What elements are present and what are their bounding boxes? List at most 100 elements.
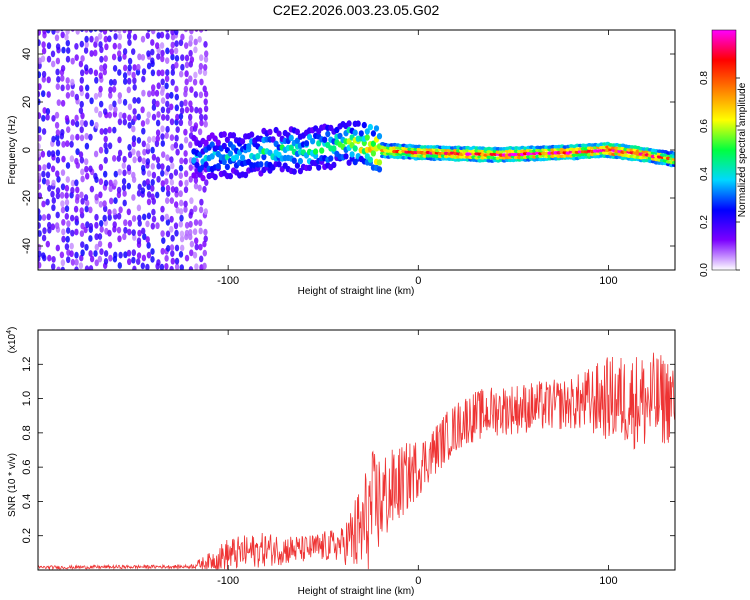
spectrogram-cell (203, 139, 209, 146)
spectrogram-cell (41, 128, 47, 135)
spectrogram-cell (65, 30, 70, 35)
spectrogram-cell (127, 122, 132, 129)
spectrogram-cell (179, 107, 185, 115)
spectrogram-y-tick-label: 20 (21, 96, 33, 108)
spectrogram-cell (126, 164, 132, 172)
spectrogram-cell (132, 108, 137, 115)
spectrogram-cell (164, 255, 169, 262)
spectrogram-cell (165, 218, 171, 226)
spectrogram-cell (154, 140, 160, 148)
spectrogram-cell (74, 251, 79, 259)
spectrogram-cell (123, 64, 128, 72)
spectrogram-cell (74, 114, 79, 122)
colorbar-bar (711, 29, 737, 271)
spectrogram-cell (178, 190, 183, 198)
spectrogram-cell (111, 53, 117, 61)
spectrogram-cell (54, 121, 60, 129)
spectrogram-cell (112, 42, 118, 50)
spectrogram-cell (150, 39, 155, 46)
spectrogram-cell (94, 121, 99, 129)
spectrogram-cell (84, 158, 89, 166)
spectrogram-cell (69, 250, 74, 258)
spectrogram-cell (146, 62, 152, 70)
spectrogram-cell (126, 86, 131, 94)
spectrogram-cell (161, 151, 166, 159)
spectrogram-cell (89, 119, 95, 127)
spectrogram-cell (161, 237, 166, 245)
spectrogram-cell (367, 123, 373, 131)
spectrogram-cell (160, 247, 165, 255)
spectrogram-cell (184, 78, 189, 86)
spectrogram-cell (151, 84, 156, 92)
spectrogram-cell (155, 129, 161, 137)
spectrogram-cell (189, 197, 194, 205)
spectrogram-cell (169, 91, 174, 99)
spectrogram-cell (127, 114, 132, 122)
spectrogram-cell (145, 263, 150, 270)
spectrogram-cell (113, 30, 118, 33)
spectrogram-cell (88, 165, 93, 173)
spectrogram-cell (132, 156, 137, 164)
spectrogram-cell (150, 57, 155, 65)
spectrogram-cell (94, 221, 99, 229)
spectrogram-cell (151, 215, 157, 223)
spectrogram-cell (189, 105, 194, 113)
spectrogram-cell (74, 120, 80, 128)
spectrogram-cell (142, 180, 147, 187)
spectrogram-cell (109, 197, 114, 205)
spectrogram-cell (89, 97, 94, 105)
spectrogram-cell (46, 162, 51, 170)
spectrogram-cell (155, 156, 161, 164)
spectrogram-cell (184, 254, 190, 262)
spectrogram-cell (170, 186, 176, 193)
spectrogram-cell (60, 206, 66, 214)
spectrogram-cell (70, 229, 75, 237)
spectrogram-cell (126, 32, 132, 40)
spectrogram-cell (89, 185, 95, 193)
spectrogram-cell (102, 68, 108, 76)
spectrogram-cell (60, 84, 65, 92)
spectrogram-cell (173, 47, 179, 55)
spectrogram-cell (99, 55, 104, 63)
spectrogram-cell (179, 143, 184, 151)
spectrogram-cell (189, 86, 194, 93)
spectrogram-cell (193, 122, 199, 130)
spectrogram-cell (132, 64, 137, 71)
spectrogram-cell (174, 104, 179, 112)
spectrogram-cell (165, 125, 170, 133)
spectrogram-cell (112, 100, 117, 108)
spectrogram-cell (74, 215, 79, 223)
spectrogram-cell (38, 208, 41, 215)
spectrogram-x-ticks: -100 0 100 (217, 30, 618, 287)
spectrogram-cell (672, 160, 675, 165)
spectrogram-cell (127, 228, 132, 236)
spectrogram-cell (55, 187, 61, 195)
spectrogram-cell (183, 99, 188, 107)
spectrogram-cell (51, 263, 56, 270)
spectrogram-cell (80, 69, 85, 77)
spectrogram-cell (194, 243, 199, 251)
spectrogram-cell (64, 192, 69, 199)
spectrogram-cell (137, 155, 142, 163)
spectrogram-cell (230, 132, 237, 139)
spectrogram-cell (113, 106, 118, 113)
spectrogram-cell (170, 78, 175, 86)
spectrogram-cell (88, 30, 94, 33)
spectrogram-cell (199, 119, 204, 127)
figure-title: C2E2.2026.003.23.05.G02 (273, 2, 440, 18)
spectrogram-cell (42, 30, 47, 35)
spectrogram-cell (117, 33, 123, 41)
spectrogram-cell (188, 34, 194, 42)
spectrogram-cell (38, 261, 42, 269)
spectrogram-cell (103, 258, 109, 265)
spectrogram-cell (325, 130, 331, 138)
spectrogram-cell (103, 55, 108, 62)
spectrogram-cell (192, 228, 198, 236)
spectrogram-cell (94, 259, 99, 267)
spectrogram-cell (151, 153, 157, 161)
spectrogram-cell (69, 242, 74, 250)
spectrogram-cell (94, 233, 99, 241)
spectrogram-cell (98, 41, 103, 48)
spectrogram-cell (170, 69, 175, 76)
spectrogram-cell (104, 147, 109, 155)
